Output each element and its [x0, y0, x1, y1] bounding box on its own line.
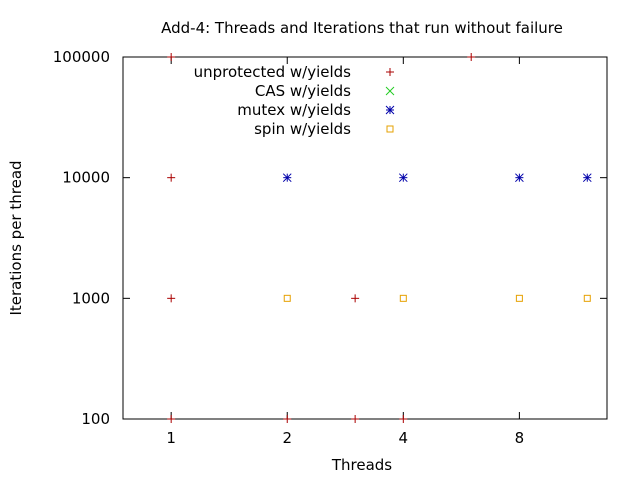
data-points: [167, 53, 592, 423]
legend-marker: [385, 105, 395, 115]
data-point: [398, 173, 408, 183]
data-point: [515, 173, 524, 183]
data-point: [351, 415, 360, 423]
data-point: [467, 53, 476, 61]
data-point: [399, 415, 408, 423]
legend-marker: [385, 86, 395, 96]
x-tick-label: 8: [515, 429, 525, 447]
data-point: [167, 53, 176, 61]
data-point: [167, 173, 176, 182]
legend-label: spin w/yields: [254, 120, 351, 138]
data-point: [583, 294, 591, 302]
y-tick-label: 100000: [53, 48, 110, 66]
data-point: [167, 415, 176, 423]
data-point: [351, 294, 360, 303]
x-tick-label: 2: [282, 429, 292, 447]
chart-title: Add-4: Threads and Iterations that run w…: [161, 19, 563, 37]
y-axis: 100 1000 10000 100000: [53, 48, 607, 428]
x-axis-label: Threads: [331, 456, 392, 474]
legend-marker: [386, 125, 394, 133]
y-tick-label: 1000: [72, 289, 110, 307]
y-tick-label: 100: [81, 410, 110, 428]
x-tick-label: 4: [399, 429, 409, 447]
legend-label: CAS w/yields: [255, 82, 351, 100]
y-tick-label: 10000: [62, 169, 110, 187]
plot-frame: [122, 56, 608, 420]
data-point: [515, 294, 523, 302]
legend-label: unprotected w/yields: [194, 63, 352, 81]
legend-marker: [386, 68, 394, 76]
data-point: [399, 294, 407, 302]
data-point: [582, 173, 592, 183]
data-point: [282, 173, 292, 183]
data-point: [283, 415, 292, 423]
y-axis-label: Iterations per thread: [7, 160, 25, 315]
data-point: [167, 294, 176, 303]
data-point: [283, 294, 291, 302]
x-tick-label: 1: [166, 429, 176, 447]
legend-label: mutex w/yields: [237, 101, 351, 119]
